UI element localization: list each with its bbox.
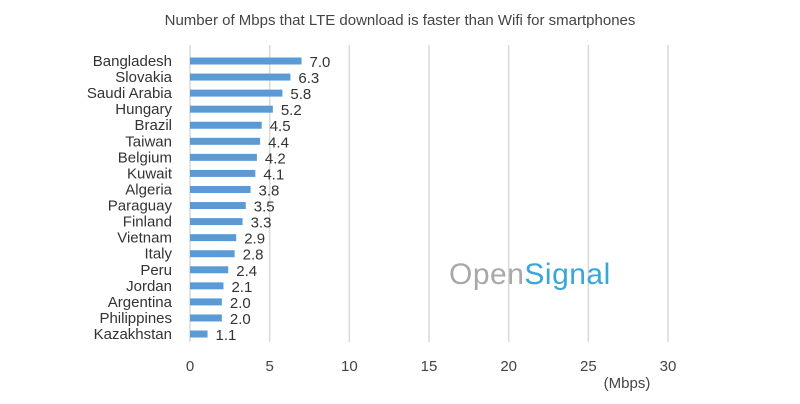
category-label: Peru <box>140 262 172 279</box>
category-label: Kuwait <box>127 165 173 182</box>
category-label: Brazil <box>134 117 172 134</box>
category-label: Paraguay <box>108 198 173 215</box>
x-tick-label: 15 <box>421 358 438 375</box>
bar <box>190 121 262 129</box>
bar <box>190 57 302 65</box>
value-label: 1.1 <box>216 327 237 344</box>
category-label: Saudi Arabia <box>87 85 173 102</box>
value-label: 6.3 <box>298 70 319 87</box>
bar <box>190 266 229 274</box>
bar <box>190 282 224 290</box>
value-label: 7.0 <box>310 54 331 71</box>
bar <box>190 314 222 322</box>
bar <box>190 202 246 210</box>
x-tick-label: 10 <box>341 358 358 375</box>
bar <box>190 250 235 258</box>
category-label: Bangladesh <box>93 53 172 70</box>
category-label: Argentina <box>108 294 173 311</box>
bar <box>190 105 273 113</box>
bar <box>190 298 222 306</box>
category-label: Vietnam <box>117 230 172 247</box>
value-label: 2.4 <box>236 263 257 280</box>
bar <box>190 330 208 338</box>
category-label: Slovakia <box>115 69 172 86</box>
value-label: 2.9 <box>244 231 265 248</box>
x-tick-label: 25 <box>580 358 597 375</box>
value-label: 3.8 <box>259 182 280 199</box>
bar <box>190 169 256 177</box>
value-label: 3.5 <box>254 199 275 216</box>
value-label: 4.2 <box>265 150 286 167</box>
x-tick-label: 0 <box>186 358 194 375</box>
value-label: 4.5 <box>270 118 291 135</box>
bar <box>190 218 243 226</box>
category-label: Hungary <box>115 101 172 118</box>
category-label: Italy <box>144 246 172 263</box>
bar <box>190 185 251 193</box>
value-label: 4.4 <box>268 134 289 151</box>
category-label: Taiwan <box>125 133 172 150</box>
bar <box>190 89 283 97</box>
category-label: Algeria <box>125 181 172 198</box>
category-label: Finland <box>123 214 172 231</box>
value-label: 2.0 <box>230 295 251 312</box>
value-label: 2.1 <box>231 279 252 296</box>
chart-title: Number of Mbps that LTE download is fast… <box>165 12 636 29</box>
value-label: 2.0 <box>230 311 251 328</box>
category-label: Jordan <box>126 278 172 295</box>
category-label: Philippines <box>99 310 172 327</box>
x-axis-label: (Mbps) <box>604 375 651 392</box>
x-tick-label: 5 <box>265 358 273 375</box>
value-label: 5.8 <box>290 86 311 103</box>
opensignal-logo: OpenSignal <box>449 258 611 291</box>
value-label: 5.2 <box>281 102 302 119</box>
value-label: 4.1 <box>263 166 284 183</box>
bar <box>190 234 237 242</box>
x-tick-label: 20 <box>500 358 517 375</box>
bar <box>190 73 291 81</box>
bar <box>190 137 261 145</box>
category-label: Kazakhstan <box>94 326 172 343</box>
bar <box>190 153 257 161</box>
category-label: Belgium <box>118 149 172 166</box>
x-tick-label: 30 <box>660 358 677 375</box>
value-label: 2.8 <box>243 247 264 264</box>
value-label: 3.3 <box>251 215 272 232</box>
